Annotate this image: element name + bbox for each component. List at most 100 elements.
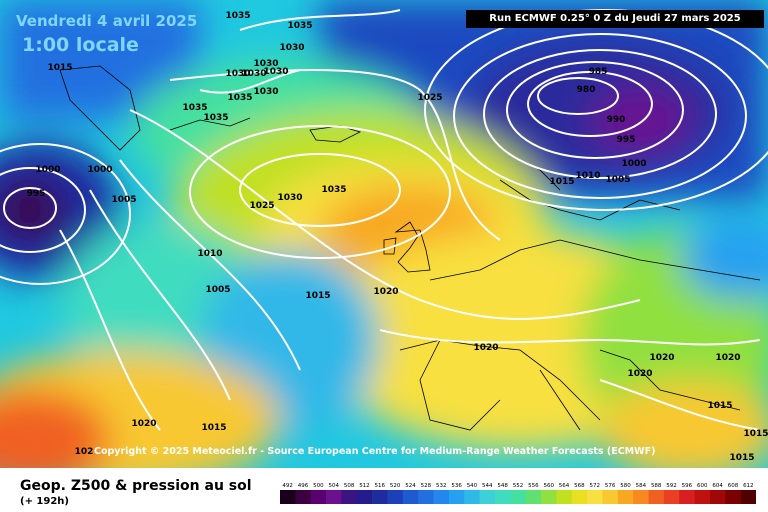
scale-swatch xyxy=(556,490,573,504)
scale-value-label: 576 xyxy=(605,483,616,489)
scale-value-label: 552 xyxy=(513,483,524,489)
isobar-label: 1015 xyxy=(549,177,574,187)
scale-swatch xyxy=(694,490,711,504)
isobar-label: 1030 xyxy=(253,87,278,97)
scale-value-label: 580 xyxy=(620,483,631,489)
isobar-label: 1030 xyxy=(279,43,304,53)
isobar-label: 1035 xyxy=(225,11,250,21)
scale-value-label: 516 xyxy=(375,483,386,489)
isobar-label: 1030 xyxy=(253,59,278,69)
scale-swatch xyxy=(310,490,327,504)
forecast-date: Vendredi 4 avril 2025 xyxy=(16,12,198,30)
scale-value-label: 560 xyxy=(543,483,554,489)
scale-swatch xyxy=(479,490,496,504)
isobar-label: 985 xyxy=(589,67,608,77)
scale-swatch xyxy=(280,490,296,504)
scale-value-label: 524 xyxy=(405,483,416,489)
scale-swatch xyxy=(387,490,404,504)
isobar-label: 1035 xyxy=(182,103,207,113)
isobar-label: 1010 xyxy=(197,249,222,259)
isobar-label: 1020 xyxy=(373,287,398,297)
isobar-label: 1035 xyxy=(321,185,346,195)
scale-value-label: 532 xyxy=(436,483,447,489)
isobar-label: 1010 xyxy=(575,171,600,181)
scale-value-label: 564 xyxy=(559,483,570,489)
forecast-map: 1035103510301030103010301030103510351035… xyxy=(0,0,768,468)
scale-swatch xyxy=(541,490,557,504)
isobar-label: 1000 xyxy=(621,159,646,169)
scale-swatch xyxy=(341,490,358,504)
scale-value-label: 592 xyxy=(666,483,677,489)
isobar-label: 1030 xyxy=(277,193,302,203)
scale-swatch xyxy=(633,490,649,504)
scale-value-label: 512 xyxy=(359,483,370,489)
scale-swatch xyxy=(587,490,603,504)
scale-swatch xyxy=(464,490,480,504)
isobar-label: 1025 xyxy=(249,201,274,211)
scale-swatch xyxy=(448,490,465,504)
isobar-label: 102 xyxy=(75,447,94,457)
isobar-label: 1005 xyxy=(205,285,230,295)
scale-swatch xyxy=(433,490,450,504)
isobar-label: 1005 xyxy=(111,195,136,205)
isobar-label: 1015 xyxy=(707,401,732,411)
isobar-label: 1015 xyxy=(729,453,754,463)
map-title: Geop. Z500 & pression au sol xyxy=(20,478,252,494)
scale-swatch xyxy=(709,490,726,504)
isobar-label: 1020 xyxy=(473,343,498,353)
isobar-label: 1005 xyxy=(605,175,630,185)
isobar-label: 1000 xyxy=(35,165,60,175)
isobar-label: 1015 xyxy=(201,423,226,433)
scale-swatch xyxy=(648,490,665,504)
forecast-range: (+ 192h) xyxy=(20,496,69,507)
isobar-label: 995 xyxy=(617,135,636,145)
scale-swatch xyxy=(602,490,619,504)
isobar-label: 980 xyxy=(577,85,596,95)
isobar-label: 1020 xyxy=(649,353,674,363)
isobar-label: 1015 xyxy=(305,291,330,301)
scale-swatch xyxy=(295,490,311,504)
geopotential-field xyxy=(0,0,768,468)
scale-value-label: 588 xyxy=(651,483,662,489)
scale-swatch xyxy=(571,490,588,504)
color-scale-legend: 492 496 500 504 508 512 516 520 524 528 532 536 540 5… xyxy=(280,483,756,504)
isobar-label: 1020 xyxy=(131,419,156,429)
scale-swatch xyxy=(679,490,695,504)
scale-value-label: 608 xyxy=(728,483,739,489)
scale-swatch xyxy=(725,490,741,504)
scale-value-label: 520 xyxy=(390,483,401,489)
isobar-labels: 1035103510301030103010301030103510351035… xyxy=(27,11,768,463)
isobar-label: 1030 xyxy=(263,67,288,77)
scale-value-label: 600 xyxy=(697,483,708,489)
scale-value-label: 536 xyxy=(451,483,462,489)
scale-value-label: 572 xyxy=(590,483,601,489)
scale-swatch xyxy=(402,490,419,504)
isobar-label: 1020 xyxy=(715,353,740,363)
scale-value-label: 496 xyxy=(298,483,309,489)
isobar-label: 1020 xyxy=(627,369,652,379)
scale-swatch xyxy=(356,490,373,504)
isobar-label: 1015 xyxy=(743,429,768,439)
scale-swatch xyxy=(617,490,634,504)
isobar-label: 1035 xyxy=(287,21,312,31)
scale-value-label: 540 xyxy=(467,483,478,489)
scale-value-label: 508 xyxy=(344,483,355,489)
scale-swatch xyxy=(740,490,756,504)
isobar-lines xyxy=(0,9,768,431)
scale-swatch xyxy=(418,490,434,504)
scale-swatch xyxy=(372,490,388,504)
isobar-label: 990 xyxy=(607,115,626,125)
forecast-time: 1:00 locale xyxy=(22,34,139,56)
scale-value-label: 548 xyxy=(497,483,508,489)
scale-swatch xyxy=(326,490,342,504)
isobar-label: 1030 xyxy=(241,69,266,79)
isobar-label: 1035 xyxy=(227,93,252,103)
scale-value-label: 544 xyxy=(482,483,493,489)
isobar-label: 1035 xyxy=(203,113,228,123)
copyright-notice: Copyright © 2025 Meteociel.fr - Source E… xyxy=(94,446,656,457)
scale-swatch xyxy=(525,490,542,504)
isobar-label: 1030 xyxy=(225,69,250,79)
isobar-label: 1000 xyxy=(87,165,112,175)
isobar-label: 995 xyxy=(27,189,46,199)
